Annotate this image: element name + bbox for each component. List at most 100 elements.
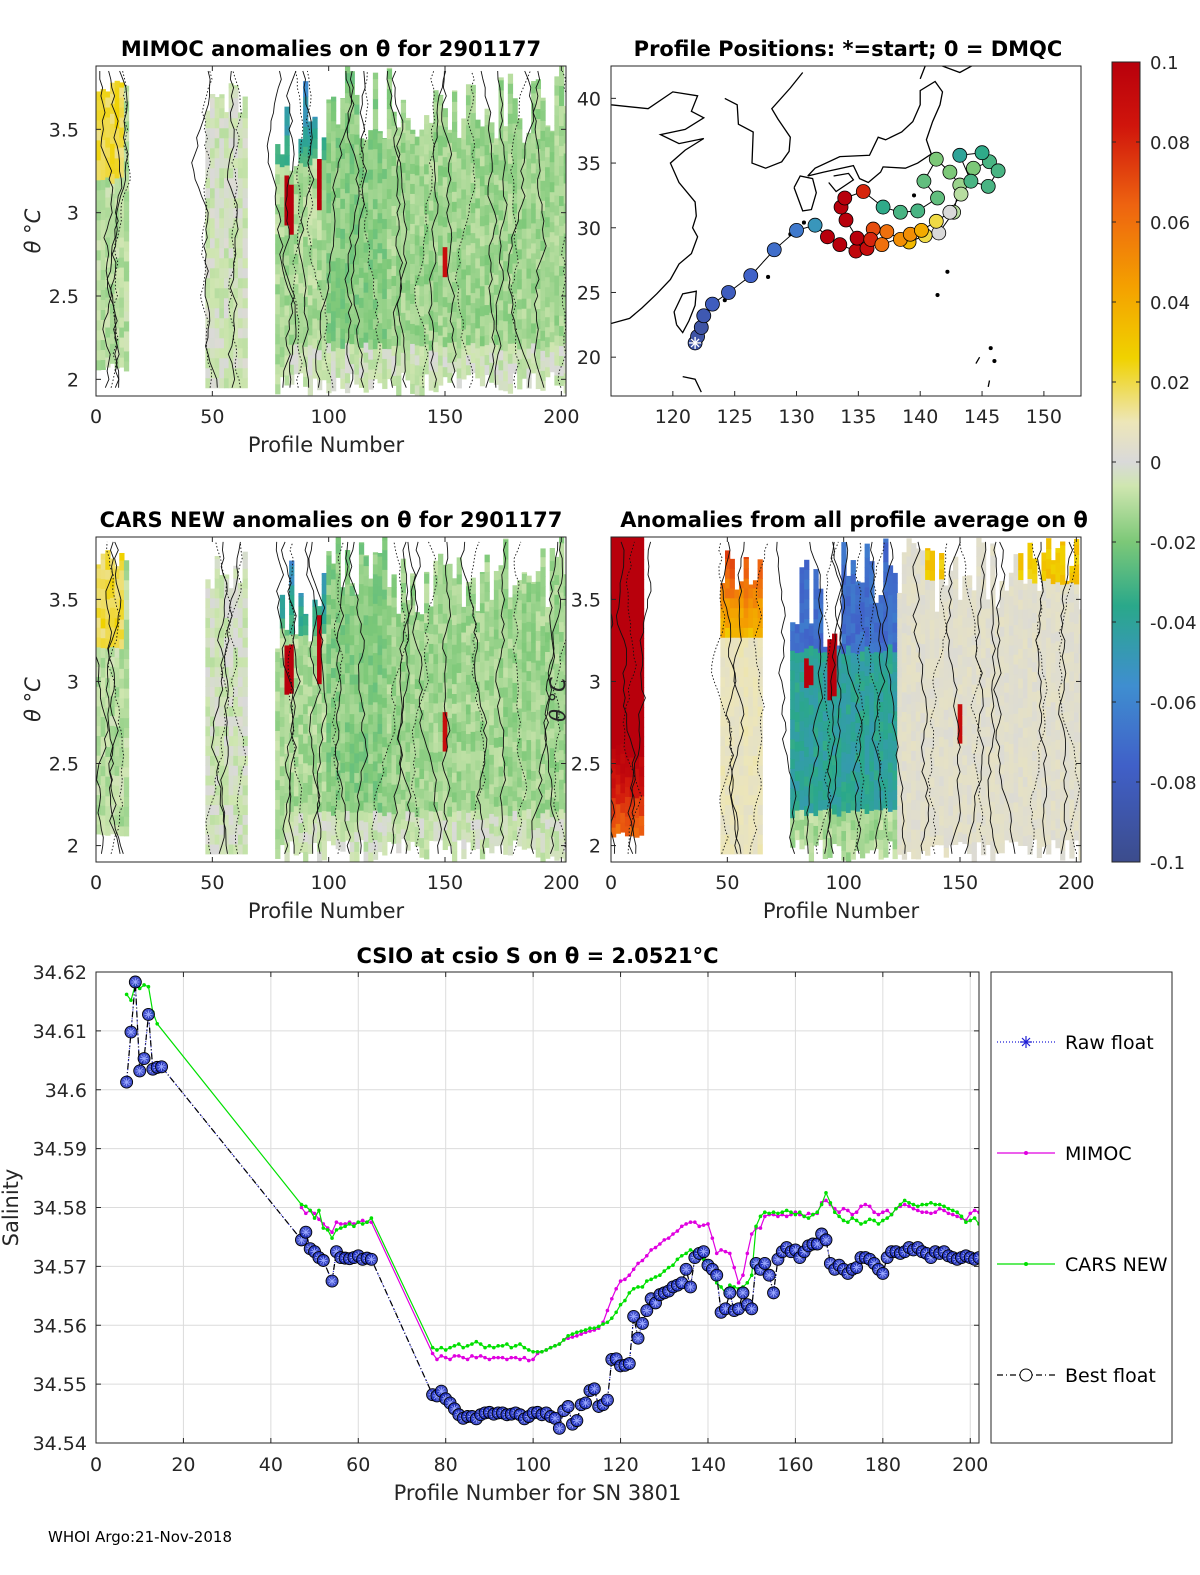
heatmap-cell <box>447 806 453 817</box>
heatmap-cell <box>119 786 125 797</box>
heatmap-cell <box>405 299 411 311</box>
heatmap-cell <box>424 173 430 185</box>
heatmap-cell <box>540 160 546 171</box>
heatmap-cell <box>100 686 106 698</box>
heatmap-cell <box>615 537 621 539</box>
heatmap-cell <box>725 725 731 737</box>
contour-line <box>494 70 508 388</box>
heatmap-cell <box>414 294 421 306</box>
heatmap-cell <box>465 723 472 735</box>
heatmap-cell <box>119 166 125 178</box>
heatmap-cell <box>340 318 346 329</box>
heatmap-cell <box>493 776 500 788</box>
heatmap-cell <box>447 688 453 699</box>
heatmap-cell <box>358 367 365 378</box>
heatmap-cell <box>503 240 509 252</box>
heatmap-cell <box>210 597 216 609</box>
heatmap-cell <box>507 363 514 374</box>
heatmap-cell <box>424 573 430 584</box>
heatmap-cell <box>210 217 216 229</box>
heatmap-cell <box>344 583 351 595</box>
heatmap-cell <box>119 296 125 308</box>
heatmap-cell <box>428 380 434 391</box>
heatmap-cell <box>475 828 481 840</box>
heatmap-cell <box>237 317 244 329</box>
heatmap-cell <box>563 142 566 154</box>
heatmap-cell <box>748 715 754 727</box>
heatmap-cell <box>326 791 332 802</box>
heatmap-cell <box>386 811 393 823</box>
heatmap-cell <box>424 701 430 712</box>
heatmap-cell <box>615 577 621 588</box>
heatmap-cell <box>424 143 430 155</box>
heatmap-cell <box>349 703 355 715</box>
heatmap-cell <box>344 82 351 94</box>
heatmap-cell <box>517 698 523 709</box>
heatmap-cell <box>438 603 444 614</box>
heatmap-cell <box>219 207 225 219</box>
heatmap-cell <box>503 210 509 222</box>
heatmap-cell <box>237 127 244 139</box>
heatmap-cell <box>521 701 528 712</box>
contour-line <box>524 70 547 388</box>
heatmap-cell <box>433 381 439 393</box>
heatmap-cell <box>400 680 407 692</box>
heatmap-cell <box>321 780 327 792</box>
heatmap-cell <box>317 339 323 351</box>
heatmap-cell <box>284 634 290 646</box>
heatmap-cell <box>214 824 220 835</box>
heatmap-cell <box>363 272 369 283</box>
heatmap-cell <box>349 93 355 105</box>
heatmap-cell <box>493 737 500 748</box>
heatmap-cell <box>540 645 546 656</box>
heatmap-cell <box>611 600 617 611</box>
heatmap-cell <box>358 157 365 168</box>
heatmap-cell <box>447 628 453 640</box>
heatmap-cell <box>428 771 434 782</box>
heatmap-cell <box>535 797 542 809</box>
heatmap-cell <box>293 353 300 365</box>
heatmap-cell <box>517 580 523 591</box>
heatmap-cell <box>559 582 565 593</box>
heatmap-cell <box>242 824 248 835</box>
heatmap-cell <box>438 95 444 106</box>
heatmap-cell <box>114 824 120 835</box>
heatmap-cell <box>507 163 514 174</box>
heatmap-cell <box>237 147 244 159</box>
heatmap-cell <box>475 337 481 349</box>
heatmap-cell <box>734 745 740 756</box>
heatmap-cell <box>405 840 411 851</box>
heatmap-cell <box>470 242 476 254</box>
heatmap-cell <box>289 693 295 704</box>
heatmap-cell <box>424 273 430 285</box>
heatmap-cell <box>340 348 346 359</box>
heatmap-cell <box>507 766 514 777</box>
heatmap-cell <box>219 843 225 855</box>
heatmap-cell <box>729 725 735 737</box>
heatmap-cell <box>109 695 116 707</box>
heatmap-cell <box>554 304 560 316</box>
heatmap-cell <box>489 813 495 824</box>
heatmap-cell <box>405 329 411 341</box>
heatmap-cell <box>303 792 309 803</box>
heatmap-cell <box>405 189 411 201</box>
heatmap-cell <box>105 628 111 639</box>
heatmap-cell <box>100 553 106 560</box>
heatmap-cell <box>326 702 332 714</box>
heatmap-cell <box>358 247 365 258</box>
heatmap-cell <box>210 607 216 619</box>
heatmap-cell <box>123 737 130 748</box>
heatmap-cell <box>372 552 379 555</box>
heatmap-cell <box>377 624 383 636</box>
heatmap-cell <box>242 834 248 845</box>
heatmap-cell <box>451 351 458 362</box>
heatmap-cell <box>559 729 565 741</box>
heatmap-cell <box>293 173 300 185</box>
heatmap-cell <box>109 784 116 795</box>
heatmap-cell <box>507 383 514 394</box>
heatmap-cell <box>517 826 523 837</box>
heatmap-cell <box>233 277 239 289</box>
heatmap-cell <box>428 702 434 713</box>
heatmap-cell <box>638 579 645 590</box>
heatmap-cell <box>358 662 365 673</box>
